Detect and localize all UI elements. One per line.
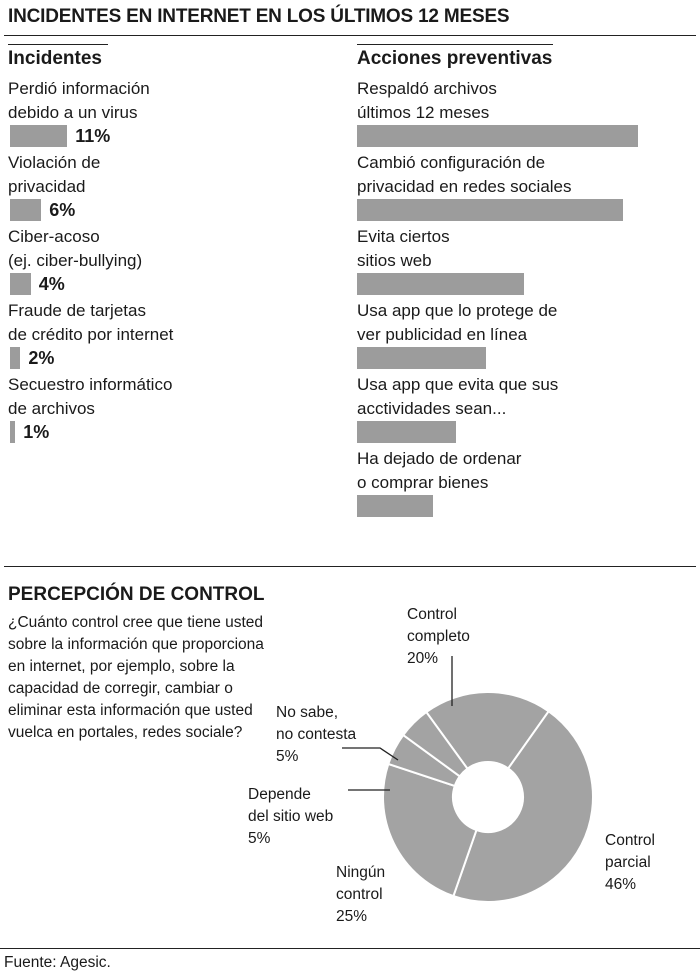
incident-label: Ciber-acoso xyxy=(8,227,100,246)
donut-slice-label: Ningún xyxy=(336,864,386,881)
donut-leader-line xyxy=(342,747,399,761)
action-label: o comprar bienes xyxy=(357,473,489,492)
donut-slice xyxy=(387,733,462,788)
action-label: Cambió configuración de xyxy=(357,153,546,172)
donut-slice xyxy=(452,709,594,903)
donut-slice-label: 46% xyxy=(605,876,637,893)
incident-value: 1% xyxy=(23,422,50,442)
donut-slices xyxy=(382,691,594,903)
donut-slice-label: 25% xyxy=(336,908,368,925)
action-label: Usa app que lo protege de xyxy=(357,301,558,320)
donut-slice xyxy=(382,762,478,898)
incident-label: Perdió información xyxy=(8,79,150,98)
action-bar xyxy=(357,495,433,517)
incident-bar xyxy=(10,273,31,295)
action-label: últimos 12 meses xyxy=(357,103,490,122)
incidents-header: Incidentes xyxy=(8,48,102,69)
donut-leaders xyxy=(342,656,453,791)
donut-slice-label: Depende xyxy=(248,786,311,803)
donut-slice-label: parcial xyxy=(605,854,651,871)
incidents-header-rule xyxy=(8,44,108,45)
donut-slice-label: 5% xyxy=(248,830,271,847)
section-rule xyxy=(4,566,696,567)
incident-value: 6% xyxy=(49,200,76,220)
action-bar xyxy=(357,125,639,147)
incident-label: (ej. ciber-bullying) xyxy=(8,251,143,270)
actions-header: Acciones preventivas xyxy=(357,48,553,69)
donut-slice xyxy=(401,710,469,778)
action-label: sitios web xyxy=(357,251,432,270)
donut-slice-label: No sabe, xyxy=(276,704,339,721)
action-label: Respaldó archivos xyxy=(357,79,497,98)
incident-value: 11% xyxy=(75,126,111,146)
action-bar xyxy=(357,273,525,295)
action-label: privacidad en redes sociales xyxy=(357,177,572,196)
incident-label: de crédito por internet xyxy=(8,325,174,344)
incident-value: 4% xyxy=(38,274,65,294)
incident-label: debido a un virus xyxy=(8,103,138,122)
action-label: Ha dejado de ordenar xyxy=(357,449,522,468)
chart-title: INCIDENTES EN INTERNET EN LOS ÚLTIMOS 12… xyxy=(8,6,510,27)
actions-header-rule xyxy=(357,44,553,45)
action-bar xyxy=(357,347,487,369)
action-bar xyxy=(357,421,456,443)
action-label: Usa app que evita que sus xyxy=(357,375,559,394)
donut-slice-label: Control xyxy=(605,832,655,849)
donut-slice-label: no contesta xyxy=(276,726,357,743)
incident-value: 2% xyxy=(28,348,55,368)
donut-slice-label: del sitio web xyxy=(248,808,334,825)
perception-title: PERCEPCIÓN DE CONTROL xyxy=(8,584,265,605)
donut-slice-label: 5% xyxy=(276,748,299,765)
donut-slice-label: completo xyxy=(407,628,470,645)
donut-slice xyxy=(424,691,551,771)
incident-label: privacidad xyxy=(8,177,86,196)
incident-label: Secuestro informático xyxy=(8,375,173,394)
incident-bar xyxy=(10,125,68,147)
perception-question: ¿Cuánto control cree que tiene usted sob… xyxy=(8,614,264,741)
action-bar xyxy=(357,199,623,221)
incident-label: Fraude de tarjetas xyxy=(8,301,146,320)
incident-bar xyxy=(10,347,21,369)
donut-slice-label: control xyxy=(336,886,383,903)
action-label: acctividades sean... xyxy=(357,399,507,418)
incident-label: Violación de xyxy=(8,153,101,172)
action-label: ver publicidad en línea xyxy=(357,325,528,344)
incident-bar xyxy=(10,199,42,221)
action-label: Evita ciertos xyxy=(357,227,450,246)
title-rule xyxy=(4,35,696,36)
source-note: Fuente: Agesic. xyxy=(4,954,111,971)
donut-slice-label: Control xyxy=(407,606,457,623)
incident-label: de archivos xyxy=(8,399,95,418)
incident-bar xyxy=(10,421,16,443)
footer-rule xyxy=(0,948,700,949)
donut-slice-label: 20% xyxy=(407,650,439,667)
